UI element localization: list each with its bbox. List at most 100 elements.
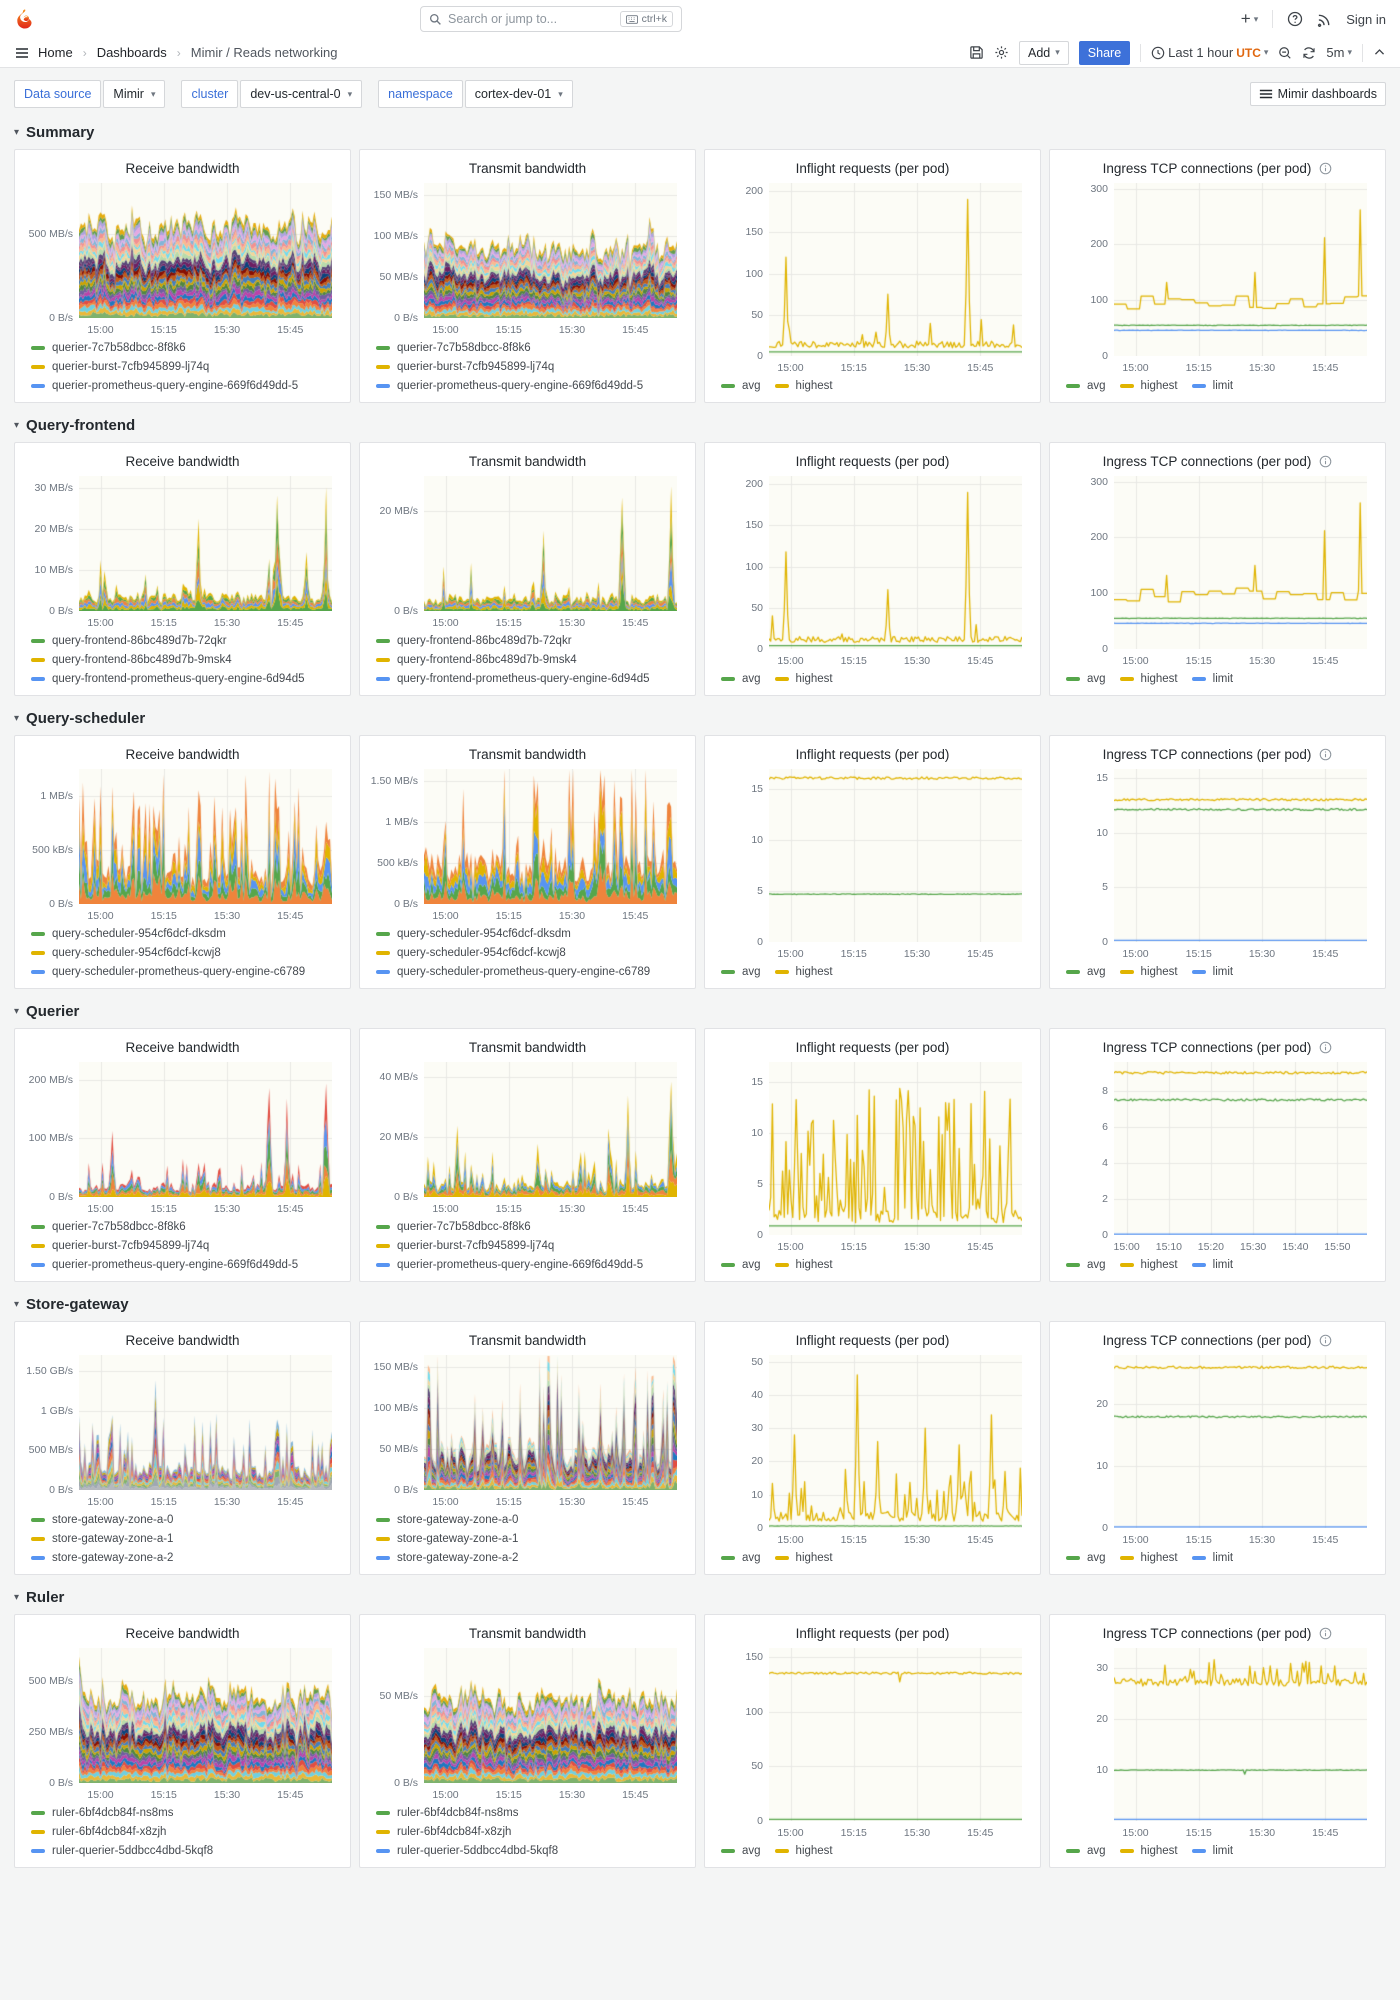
refresh-icon[interactable] (1302, 46, 1316, 60)
breadcrumb-dashboards[interactable]: Dashboards (96, 45, 167, 60)
panel-title[interactable]: Transmit bandwidth (468, 160, 587, 176)
chart-canvas[interactable] (769, 476, 1022, 649)
panel-title[interactable]: Transmit bandwidth (468, 453, 587, 469)
panel-title[interactable]: Receive bandwidth (125, 746, 240, 762)
chart-canvas[interactable] (769, 183, 1022, 356)
chart-canvas[interactable] (424, 1355, 677, 1490)
legend-item[interactable]: limit (1191, 962, 1233, 981)
legend-item[interactable]: store-gateway-zone-a-1 (31, 1529, 340, 1548)
legend-item[interactable]: avg (721, 669, 761, 688)
legend-item[interactable]: highest (1119, 669, 1178, 688)
legend-item[interactable]: highest (1119, 376, 1178, 395)
chart-canvas[interactable] (424, 1062, 677, 1197)
chart-canvas[interactable] (79, 1355, 332, 1490)
legend-item[interactable]: highest (774, 1255, 833, 1274)
legend-item[interactable]: avg (1066, 1548, 1106, 1567)
legend-item[interactable]: querier-burst-7cfb945899-lj74q (31, 1236, 340, 1255)
legend-item[interactable]: avg (1066, 376, 1106, 395)
panel-title[interactable]: Inflight requests (per pod) (795, 453, 950, 469)
section-header-querier[interactable]: ▾ Querier (14, 1003, 1386, 1020)
legend-item[interactable]: querier-burst-7cfb945899-lj74q (31, 357, 340, 376)
section-header-ruler[interactable]: ▾ Ruler (14, 1589, 1386, 1606)
chart-canvas[interactable] (1114, 1355, 1367, 1528)
legend-item[interactable]: store-gateway-zone-a-2 (376, 1548, 685, 1567)
section-header-query-frontend[interactable]: ▾ Query-frontend (14, 417, 1386, 434)
panel-title[interactable]: Receive bandwidth (125, 453, 240, 469)
legend-item[interactable]: query-scheduler-954cf6dcf-kcwj8 (376, 943, 685, 962)
legend-item[interactable]: highest (774, 962, 833, 981)
section-header-summary[interactable]: ▾ Summary (14, 124, 1386, 141)
panel-title[interactable]: Ingress TCP connections (per pod) (1102, 1625, 1312, 1641)
legend-item[interactable]: ruler-querier-5ddbcc4dbd-5kqf8 (31, 1841, 340, 1860)
cluster-select[interactable]: dev-us-central-0 ▾ (240, 80, 363, 108)
legend-item[interactable]: limit (1191, 1255, 1233, 1274)
legend-item[interactable]: avg (1066, 669, 1106, 688)
panel-title[interactable]: Ingress TCP connections (per pod) (1102, 453, 1312, 469)
grafana-logo[interactable] (14, 8, 36, 30)
panel-title[interactable]: Ingress TCP connections (per pod) (1102, 746, 1312, 762)
legend-item[interactable]: querier-7c7b58dbcc-8f8k6 (31, 1217, 340, 1236)
save-dashboard-icon[interactable] (969, 45, 984, 60)
search-input[interactable] (448, 12, 614, 26)
info-icon[interactable] (1319, 748, 1332, 761)
legend-item[interactable]: avg (721, 1255, 761, 1274)
time-range-picker[interactable]: Last 1 hour UTC ▾ (1151, 45, 1268, 60)
legend-item[interactable]: limit (1191, 1548, 1233, 1567)
chart-canvas[interactable] (1114, 476, 1367, 649)
news-rss-icon[interactable] (1317, 12, 1332, 27)
legend-item[interactable]: query-scheduler-954cf6dcf-dksdm (376, 924, 685, 943)
legend-item[interactable]: query-frontend-86bc489d7b-9msk4 (376, 650, 685, 669)
legend-item[interactable]: querier-7c7b58dbcc-8f8k6 (376, 338, 685, 357)
panel-title[interactable]: Inflight requests (per pod) (795, 160, 950, 176)
panel-title[interactable]: Ingress TCP connections (per pod) (1102, 1039, 1312, 1055)
legend-item[interactable]: highest (1119, 1841, 1178, 1860)
info-icon[interactable] (1319, 1334, 1332, 1347)
legend-item[interactable]: query-scheduler-prometheus-query-engine-… (376, 962, 685, 981)
legend-item[interactable]: query-frontend-prometheus-query-engine-6… (31, 669, 340, 688)
legend-item[interactable]: avg (721, 1548, 761, 1567)
chart-canvas[interactable] (424, 476, 677, 611)
legend-item[interactable]: avg (721, 1841, 761, 1860)
chart-canvas[interactable] (424, 183, 677, 318)
section-header-query-scheduler[interactable]: ▾ Query-scheduler (14, 710, 1386, 727)
info-icon[interactable] (1319, 455, 1332, 468)
info-icon[interactable] (1319, 1041, 1332, 1054)
legend-item[interactable]: query-frontend-86bc489d7b-9msk4 (31, 650, 340, 669)
new-button[interactable]: + ▾ (1240, 9, 1259, 28)
chart-canvas[interactable] (769, 1355, 1022, 1528)
chart-canvas[interactable] (769, 769, 1022, 942)
legend-item[interactable]: avg (1066, 1255, 1106, 1274)
panel-title[interactable]: Inflight requests (per pod) (795, 746, 950, 762)
panel-title[interactable]: Inflight requests (per pod) (795, 1625, 950, 1641)
panel-title[interactable]: Ingress TCP connections (per pod) (1102, 160, 1312, 176)
legend-item[interactable]: limit (1191, 1841, 1233, 1860)
legend-item[interactable]: highest (774, 376, 833, 395)
panel-title[interactable]: Inflight requests (per pod) (795, 1039, 950, 1055)
panel-title[interactable]: Ingress TCP connections (per pod) (1102, 1332, 1312, 1348)
legend-item[interactable]: query-frontend-prometheus-query-engine-6… (376, 669, 685, 688)
chart-canvas[interactable] (1114, 1062, 1367, 1235)
legend-item[interactable]: query-scheduler-prometheus-query-engine-… (31, 962, 340, 981)
legend-item[interactable]: ruler-querier-5ddbcc4dbd-5kqf8 (376, 1841, 685, 1860)
settings-gear-icon[interactable] (994, 45, 1009, 60)
chart-canvas[interactable] (79, 1648, 332, 1783)
legend-item[interactable]: highest (1119, 962, 1178, 981)
chart-canvas[interactable] (1114, 183, 1367, 356)
datasource-select[interactable]: Mimir ▾ (103, 80, 166, 108)
sign-in-link[interactable]: Sign in (1346, 11, 1386, 27)
help-icon[interactable] (1287, 11, 1303, 27)
legend-item[interactable]: ruler-6bf4dcb84f-ns8ms (31, 1803, 340, 1822)
panel-title[interactable]: Transmit bandwidth (468, 1332, 587, 1348)
legend-item[interactable]: query-scheduler-954cf6dcf-kcwj8 (31, 943, 340, 962)
legend-item[interactable]: querier-burst-7cfb945899-lj74q (376, 357, 685, 376)
legend-item[interactable]: store-gateway-zone-a-1 (376, 1529, 685, 1548)
legend-item[interactable]: avg (721, 376, 761, 395)
legend-item[interactable]: store-gateway-zone-a-2 (31, 1548, 340, 1567)
info-icon[interactable] (1319, 162, 1332, 175)
legend-item[interactable]: querier-burst-7cfb945899-lj74q (376, 1236, 685, 1255)
legend-item[interactable]: store-gateway-zone-a-0 (31, 1510, 340, 1529)
chart-canvas[interactable] (424, 1648, 677, 1783)
legend-item[interactable]: querier-prometheus-query-engine-669f6d49… (376, 376, 685, 395)
chart-canvas[interactable] (79, 183, 332, 318)
namespace-select[interactable]: cortex-dev-01 ▾ (464, 80, 573, 108)
